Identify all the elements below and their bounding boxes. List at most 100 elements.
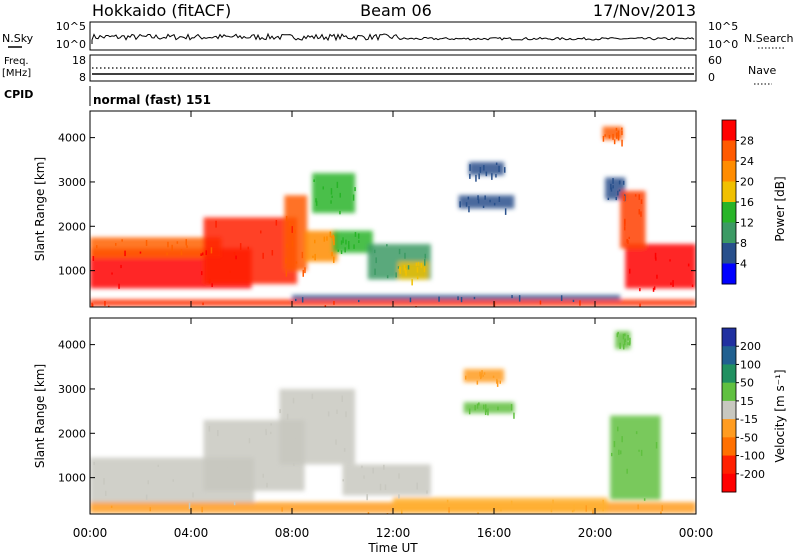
x-tick-label: 12:00 — [376, 526, 411, 540]
data-cell — [617, 190, 619, 196]
data-cell — [120, 264, 122, 269]
data-cell — [498, 165, 500, 172]
data-cell — [265, 431, 267, 436]
data-cell — [285, 215, 288, 222]
data-cell — [294, 229, 296, 234]
colorbar-swatch — [722, 419, 736, 438]
data-cell — [302, 269, 304, 277]
nsky-panel — [89, 21, 697, 51]
data-cell — [624, 338, 627, 342]
colorbar-swatch — [722, 328, 736, 347]
data-region — [468, 161, 505, 176]
data-cell — [404, 268, 407, 274]
data-cell — [342, 479, 344, 482]
data-cell — [438, 296, 440, 302]
data-cell — [342, 237, 344, 244]
data-cell — [592, 509, 594, 514]
data-cell — [446, 499, 449, 503]
freq-label-2: [MHz] — [2, 68, 31, 79]
data-cell — [660, 511, 662, 514]
y-tick-label: 1000 — [58, 472, 86, 485]
data-region — [625, 244, 696, 289]
data-cell — [629, 337, 631, 344]
data-cell — [367, 512, 370, 514]
data-cell — [345, 239, 347, 245]
x-tick-label: 08:00 — [275, 526, 310, 540]
data-cell — [480, 374, 482, 380]
data-cell — [185, 239, 187, 246]
data-cell — [652, 287, 655, 292]
data-cell — [510, 500, 513, 506]
colorbar-tick-label: 4 — [740, 258, 747, 271]
x-tick-labels: 00:00 04:00 08:00 12:00 16:00 20:00 00:00 — [73, 526, 714, 540]
data-cell — [573, 504, 575, 512]
data-cell — [579, 300, 581, 306]
data-cell — [157, 464, 159, 467]
data-cell — [331, 195, 333, 198]
data-cell — [315, 198, 317, 203]
data-cell — [624, 333, 626, 337]
data-cell — [211, 283, 213, 287]
data-cell — [188, 502, 191, 510]
data-cell — [484, 195, 486, 200]
data-cell — [229, 270, 231, 273]
colorbar-swatch — [722, 455, 736, 475]
data-cell — [457, 296, 459, 301]
data-cell — [348, 241, 350, 247]
data-cell — [324, 305, 327, 307]
data-cell — [192, 492, 194, 498]
power-heatmap — [90, 126, 696, 307]
date-title: 17/Nov/2013 — [593, 1, 696, 20]
data-cell — [624, 218, 626, 224]
x-axis-label: Time UT — [367, 541, 418, 554]
data-cell — [248, 438, 251, 444]
data-cell — [485, 404, 487, 412]
power-axes: 1000 2000 3000 4000 — [58, 111, 697, 307]
colorbar-swatch — [722, 364, 736, 384]
data-cell — [469, 173, 471, 179]
data-cell — [497, 406, 499, 411]
data-region — [458, 195, 515, 209]
data-cell — [271, 250, 274, 256]
data-cell — [333, 240, 335, 246]
data-cell — [552, 499, 554, 504]
data-cell — [323, 236, 326, 242]
data-cell — [469, 164, 471, 171]
data-cell — [608, 134, 611, 139]
colorbar-swatch — [722, 120, 736, 141]
data-cell — [293, 462, 295, 466]
data-cell — [249, 465, 251, 472]
data-cell — [617, 135, 620, 141]
data-cell — [326, 236, 328, 241]
colorbar-frame — [721, 327, 737, 493]
data-cell — [460, 297, 463, 303]
nsky-line — [91, 32, 695, 44]
data-cell — [366, 494, 368, 501]
data-cell — [180, 249, 183, 256]
data-cell — [619, 342, 621, 349]
data-cell — [330, 188, 333, 195]
data-cell — [654, 252, 657, 259]
data-cell — [215, 478, 217, 482]
data-cell — [612, 178, 614, 184]
data-cell — [687, 263, 690, 267]
data-region — [393, 497, 608, 514]
data-cell — [375, 257, 377, 264]
data-cell — [210, 247, 213, 254]
data-cell — [379, 483, 382, 491]
data-cell — [330, 236, 333, 239]
data-cell — [353, 244, 355, 249]
data-cell — [513, 412, 515, 419]
data-cell — [275, 220, 278, 226]
data-cell — [518, 295, 521, 302]
data-cell — [610, 183, 612, 190]
freq-tick-bottom: 8 — [79, 71, 86, 84]
data-cell — [495, 174, 497, 178]
data-cell — [304, 267, 306, 274]
data-cell — [208, 425, 211, 432]
data-cell — [208, 278, 211, 283]
data-cell — [622, 333, 625, 340]
data-cell — [301, 251, 304, 259]
data-cell — [639, 288, 641, 292]
